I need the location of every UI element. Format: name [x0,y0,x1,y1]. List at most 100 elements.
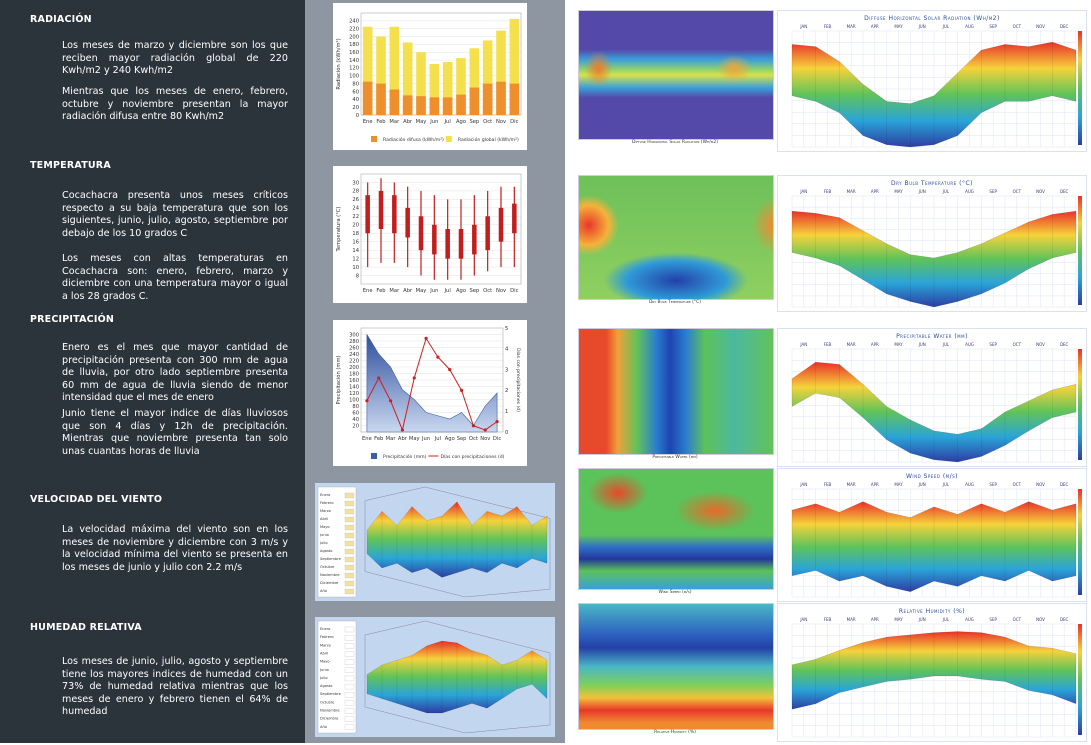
range-box [472,225,477,255]
legend-label: Radiación global (kWh/m²) [458,136,519,143]
x-tick-label: Ene [363,288,373,294]
month-label: NOV [1036,617,1045,622]
range-box [445,229,450,259]
x-tick-label: Mar [386,436,397,442]
table-row-label: Abril [320,517,328,521]
table-row-label: Julio [319,676,328,680]
month-label: SEP [989,342,997,347]
y2-tick-label: 0 [505,430,508,436]
month-label: OCT [1013,24,1022,29]
heatmap [578,468,774,590]
table-row-label: Año [320,725,327,729]
point [401,428,404,431]
y-tick-label: 220 [349,26,359,32]
legend-swatch [446,136,452,142]
month-label: MAR [847,342,856,347]
color-scale [1078,196,1082,305]
x-tick-label: Jul [434,436,441,442]
month-label: FEB [824,189,832,194]
month-label: JAN [799,24,807,29]
y-tick-label: 200 [349,365,359,371]
y-tick-label: 40 [352,417,359,423]
table-cell [345,525,354,530]
section-paragraph: Cocachacra presenta unos meses críticos … [62,190,288,240]
table-cell [345,573,354,578]
bar [416,96,426,115]
month-label: OCT [1013,482,1022,487]
month-label: DEC [1060,482,1069,487]
table-row-label: Agosto [320,549,332,553]
month-label: SEP [989,24,997,29]
table-cell [345,517,354,522]
month-label: SEP [989,617,997,622]
bar [456,95,466,115]
table-cell [345,589,354,594]
x-tick-label: Ene [362,436,372,442]
month-label: AUG [965,342,974,347]
month-label: JAN [799,482,807,487]
x-tick-label: May [416,119,427,125]
3d-chart: EneroFebreroMarzoAbrilMayoJunioJulioAgos… [315,483,555,601]
bar [510,84,520,115]
y-axis-label: Temperatura (°C) [336,207,342,253]
3d-plot: Precipitable Water (mm)JANFEBMARAPRMAYJU… [777,328,1087,467]
y-tick-label: 140 [349,58,359,64]
y2-tick-label: 4 [505,347,509,353]
3d-surface-chart: Diffuse Horizontal Solar Radiation (Wh/m… [778,11,1086,151]
y-tick-label: 240 [349,352,359,358]
heatmap-caption: Wind Speed (m/s) [578,590,772,595]
3d-plot: Relative Humidity (%)JANFEBMARAPRMAYJUNJ… [777,603,1087,742]
table-row-label: Junio [319,533,329,537]
heatmap-caption: Diffuse Horizontal Solar Radiation (Wh/m… [578,140,772,145]
3d-card: EneroFebreroMarzoAbrilMayoJunioJulioAgos… [315,617,555,737]
x-tick-label: Abr [398,436,408,442]
section-paragraph: Los meses de marzo y diciembre son los q… [62,40,288,78]
x-tick-label: Jun [429,119,438,125]
month-label: DEC [1060,342,1069,347]
y-tick-label: 40 [352,97,359,103]
y-tick-label: 8 [356,273,359,279]
x-tick-label: Nov [496,288,506,294]
month-label: SEP [989,189,997,194]
section-paragraph: La velocidad máxima del viento son en lo… [62,524,288,574]
table-row-label: Octubre [320,700,335,704]
month-label: MAR [847,24,856,29]
month-label: MAR [847,482,856,487]
section-paragraph: Enero es el mes que mayor cantidad de pr… [62,342,288,405]
month-label: APR [871,617,879,622]
range-box [365,195,370,233]
y2-axis-label: Días con precipitaciones (d) [515,348,522,412]
month-label: APR [871,24,879,29]
table-cell [345,557,354,562]
y-tick-label: 60 [352,410,359,416]
table-row-label: Julio [319,541,328,545]
y-tick-label: 20 [352,223,359,229]
table-row-label: Marzo [320,509,331,513]
range-box [432,225,437,255]
y-tick-label: 100 [349,74,359,80]
table-row-label: Año [320,589,327,593]
month-label: JUL [942,342,950,347]
range-box [392,195,397,233]
heatmap-caption: Relative Humidity (%) [578,730,772,735]
legend-swatch [371,136,377,142]
table-cell [345,635,354,640]
x-tick-label: Ene [363,119,373,125]
legend-label: Radiación difusa (kWh/m²) [383,136,444,143]
y-tick-label: 22 [352,214,359,220]
range-box [405,208,410,238]
x-tick-label: Ago [445,436,455,442]
month-label: FEB [824,617,832,622]
section-paragraph: Junio tiene el mayor indice de días lluv… [62,408,288,458]
3d-card: EneroFebreroMarzoAbrilMayoJunioJulioAgos… [315,483,555,601]
table-cell [345,643,354,648]
plot-title: Diffuse Horizontal Solar Radiation (Wh/m… [864,15,1000,22]
range-box [499,208,504,242]
range-box [379,191,384,229]
month-label: DEC [1060,617,1069,622]
color-scale [1078,31,1082,145]
table-row-label: Mayo [320,525,330,529]
